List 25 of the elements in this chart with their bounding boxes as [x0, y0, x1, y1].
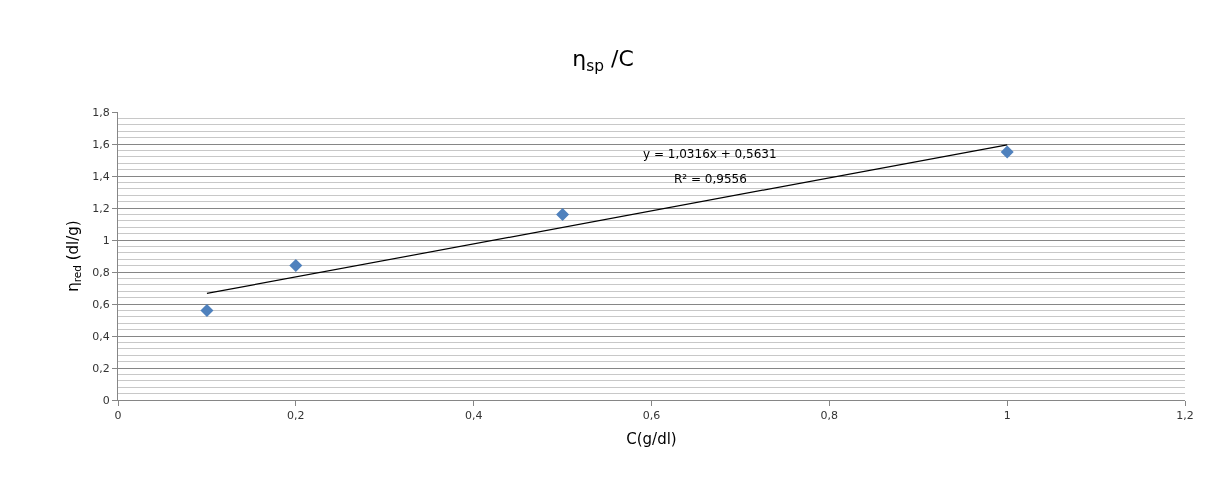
annotation: y = 1,0316x + 0,5631	[643, 147, 777, 161]
y-tick-label: 0,8	[92, 265, 110, 279]
x-tick-label: 0,4	[464, 409, 483, 423]
point	[556, 207, 570, 221]
x-tick-label: 1,2	[1176, 409, 1194, 423]
chart-title: η$_{sp}$ /C	[572, 45, 634, 75]
y-tick-label: 1	[102, 233, 110, 247]
x-axis-title: C(g/dl)	[626, 430, 677, 449]
y-tick-label: 0,6	[92, 297, 110, 311]
x-tick-label: 1	[1003, 409, 1011, 423]
x-tick-label: 0	[114, 409, 122, 423]
y-tick-label: 0,4	[92, 329, 110, 343]
y-tick-label: 1,6	[92, 137, 110, 151]
y-tick-label: 0,2	[92, 361, 110, 375]
x-tick-label: 0,6	[642, 409, 661, 423]
x-tick-label: 0,8	[820, 409, 839, 423]
x-tick-label: 0,2	[287, 409, 305, 423]
y-tick-label: 1,2	[92, 201, 110, 215]
point	[289, 259, 303, 273]
annotation: R² = 0,9556	[674, 172, 747, 186]
point	[200, 303, 214, 317]
y-tick-label: 0	[102, 393, 110, 407]
point	[1000, 145, 1014, 159]
y-tick-label: 1,8	[92, 105, 110, 119]
y-tick-label: 1,4	[92, 169, 110, 183]
